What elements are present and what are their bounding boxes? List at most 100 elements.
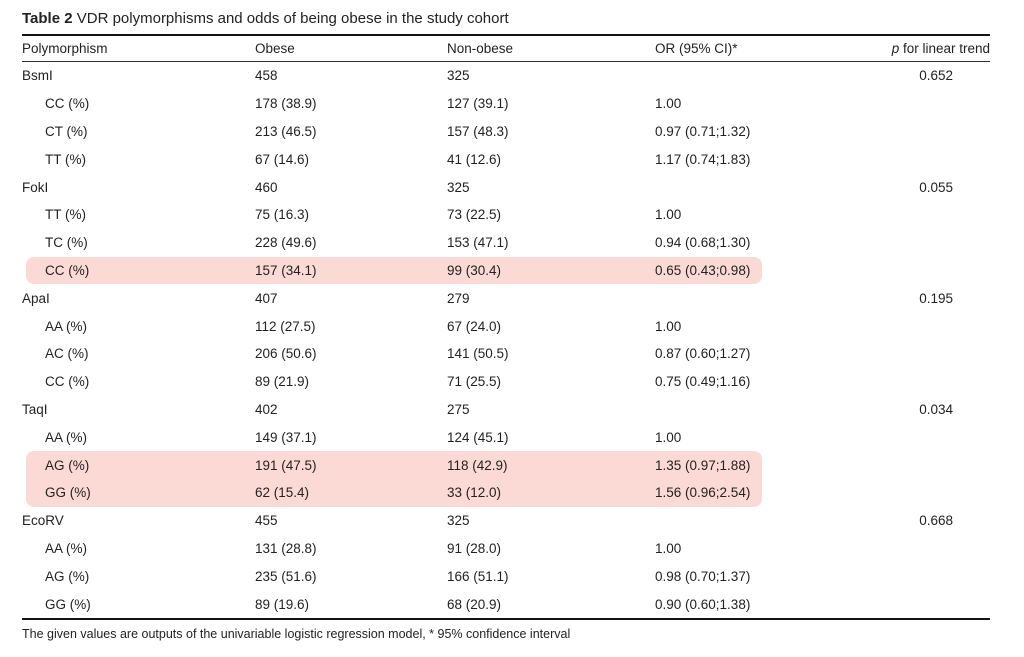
nonobese-count: 91 (28.0) bbox=[447, 540, 502, 556]
odds-ratio-value: 1.00 bbox=[655, 96, 682, 112]
nonobese-count: 41 (12.6) bbox=[447, 151, 502, 167]
genotype-row: AG (%) 191 (47.5) 118 (42.9) 1.35 (0.97;1.8… bbox=[22, 451, 990, 479]
column-header-polymorphism: Polymorphism bbox=[22, 41, 108, 56]
group-label: BsmI bbox=[22, 68, 53, 84]
odds-ratio-value: 1.00 bbox=[655, 318, 682, 334]
table-title-label: Table 2 bbox=[22, 10, 73, 27]
obese-total: 458 bbox=[255, 68, 278, 84]
genotype-row: AA (%) 149 (37.1) 124 (45.1) 1.00 bbox=[22, 423, 990, 451]
genotype-label: GG (%) bbox=[45, 485, 91, 501]
odds-ratio-value: 1.00 bbox=[655, 429, 682, 445]
nonobese-total: 325 bbox=[447, 513, 470, 529]
p-trend-value: 0.034 bbox=[919, 401, 953, 417]
obese-count: 62 (15.4) bbox=[255, 485, 310, 501]
p-trend-text: for linear trend bbox=[899, 41, 990, 56]
obese-count: 191 (47.5) bbox=[255, 457, 317, 473]
genotype-label: AG (%) bbox=[45, 457, 90, 473]
genotype-label: AA (%) bbox=[45, 429, 88, 445]
group-row: EcoRV 455 325 0.668 bbox=[22, 507, 990, 535]
group-label: ApaI bbox=[22, 290, 50, 306]
nonobese-count: 141 (50.5) bbox=[447, 346, 509, 362]
genotype-row: TT (%) 67 (14.6) 41 (12.6) 1.17 (0.74;1.83) bbox=[22, 145, 990, 173]
nonobese-count: 157 (48.3) bbox=[447, 123, 509, 139]
p-trend-value: 0.652 bbox=[919, 68, 953, 84]
genotype-row: CC (%) 178 (38.9) 127 (39.1) 1.00 bbox=[22, 90, 990, 118]
genotype-row: GG (%) 89 (19.6) 68 (20.9) 0.90 (0.60;1.38) bbox=[22, 590, 990, 618]
obese-total: 407 bbox=[255, 290, 278, 306]
genotype-row: CT (%) 213 (46.5) 157 (48.3) 0.97 (0.71;1.3… bbox=[22, 118, 990, 146]
obese-count: 235 (51.6) bbox=[255, 568, 317, 584]
nonobese-count: 127 (39.1) bbox=[447, 96, 509, 112]
obese-count: 131 (28.8) bbox=[255, 540, 317, 556]
nonobese-count: 99 (30.4) bbox=[447, 262, 502, 278]
nonobese-total: 275 bbox=[447, 401, 470, 417]
genotype-label: TT (%) bbox=[45, 151, 86, 167]
nonobese-count: 33 (12.0) bbox=[447, 485, 502, 501]
odds-ratio-value: 1.35 (0.97;1.88) bbox=[655, 457, 751, 473]
obese-total: 455 bbox=[255, 513, 278, 529]
group-row: BsmI 458 325 0.652 bbox=[22, 62, 990, 90]
nonobese-count: 73 (22.5) bbox=[447, 207, 502, 223]
p-trend-value: 0.668 bbox=[919, 513, 953, 529]
nonobese-total: 325 bbox=[447, 68, 470, 84]
column-header-p-trend: p for linear trend bbox=[880, 41, 990, 56]
odds-ratio-value: 1.00 bbox=[655, 540, 682, 556]
column-header-or: OR (95% CI)* bbox=[655, 41, 738, 56]
table-title-text: VDR polymorphisms and odds of being obes… bbox=[72, 10, 509, 27]
table-footnote: The given values are outputs of the univ… bbox=[22, 617, 990, 642]
nonobese-total: 325 bbox=[447, 179, 470, 195]
genotype-label: CC (%) bbox=[45, 262, 90, 278]
nonobese-count: 118 (42.9) bbox=[447, 457, 508, 473]
genotype-label: TC (%) bbox=[45, 235, 88, 251]
obese-count: 75 (16.3) bbox=[255, 207, 310, 223]
odds-ratio-value: 0.90 (0.60;1.38) bbox=[655, 596, 751, 612]
group-row: TaqI 402 275 0.034 bbox=[22, 396, 990, 424]
odds-ratio-value: 1.00 bbox=[655, 207, 682, 223]
odds-ratio-value: 0.87 (0.60;1.27) bbox=[655, 346, 751, 362]
genotype-row: TT (%) 75 (16.3) 73 (22.5) 1.00 bbox=[22, 201, 990, 229]
obese-count: 67 (14.6) bbox=[255, 151, 310, 167]
nonobese-count: 71 (25.5) bbox=[447, 374, 502, 390]
p-symbol: p bbox=[891, 41, 900, 56]
genotype-label: AG (%) bbox=[45, 568, 90, 584]
obese-count: 149 (37.1) bbox=[255, 429, 317, 445]
nonobese-count: 68 (20.9) bbox=[447, 596, 502, 612]
obese-count: 178 (38.9) bbox=[255, 96, 317, 112]
column-header-nonobese: Non-obese bbox=[447, 41, 514, 56]
obese-count: 157 (34.1) bbox=[255, 262, 317, 278]
nonobese-count: 124 (45.1) bbox=[447, 429, 509, 445]
genotype-label: GG (%) bbox=[45, 596, 91, 612]
p-trend-value: 0.055 bbox=[919, 179, 953, 195]
genotype-row: CC (%) 89 (21.9) 71 (25.5) 0.75 (0.49;1.16) bbox=[22, 368, 990, 396]
odds-ratio-value: 0.98 (0.70;1.37) bbox=[655, 568, 751, 584]
obese-count: 213 (46.5) bbox=[255, 123, 317, 139]
genotype-row: CC (%) 157 (34.1) 99 (30.4) 0.65 (0.43;0.98… bbox=[22, 256, 990, 285]
p-trend-value: 0.195 bbox=[919, 290, 953, 306]
group-label: TaqI bbox=[22, 401, 48, 417]
genotype-row: AC (%) 206 (50.6) 141 (50.5) 0.87 (0.60;1.2… bbox=[22, 340, 990, 368]
genotype-row: TC (%) 228 (49.6) 153 (47.1) 0.94 (0.68;1.3… bbox=[22, 229, 990, 257]
nonobese-count: 153 (47.1) bbox=[447, 235, 509, 251]
odds-ratio-value: 1.56 (0.96;2.54) bbox=[655, 485, 751, 501]
nonobese-count: 67 (24.0) bbox=[447, 318, 502, 334]
obese-total: 460 bbox=[255, 179, 278, 195]
table-body: BsmI 458 325 0.652 CC (%) 178 (38.9) 127 (39.1… bbox=[22, 62, 990, 618]
genotype-label: CT (%) bbox=[45, 123, 88, 139]
genotype-label: CC (%) bbox=[45, 96, 90, 112]
table-2: Table 2 VDR polymorphisms and odds of be… bbox=[22, 8, 990, 642]
genotype-row: GG (%) 62 (15.4) 33 (12.0) 1.56 (0.96;2.54) bbox=[22, 478, 990, 507]
genotype-label: CC (%) bbox=[45, 374, 90, 390]
obese-count: 112 (27.5) bbox=[255, 318, 316, 334]
genotype-label: AA (%) bbox=[45, 318, 88, 334]
odds-ratio-value: 0.97 (0.71;1.32) bbox=[655, 123, 751, 139]
obese-count: 228 (49.6) bbox=[255, 235, 317, 251]
table-title: Table 2 VDR polymorphisms and odds of be… bbox=[22, 8, 990, 30]
column-header-obese: Obese bbox=[255, 41, 295, 56]
group-label: FokI bbox=[22, 179, 49, 195]
odds-ratio-value: 1.17 (0.74;1.83) bbox=[655, 151, 751, 167]
nonobese-count: 166 (51.1) bbox=[447, 568, 509, 584]
obese-count: 89 (19.6) bbox=[255, 596, 310, 612]
obese-count: 89 (21.9) bbox=[255, 374, 310, 390]
genotype-row: AA (%) 131 (28.8) 91 (28.0) 1.00 bbox=[22, 535, 990, 563]
genotype-row: AG (%) 235 (51.6) 166 (51.1) 0.98 (0.70;1.3… bbox=[22, 562, 990, 590]
